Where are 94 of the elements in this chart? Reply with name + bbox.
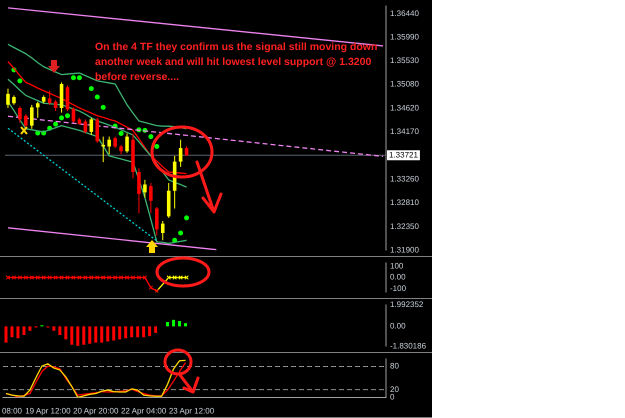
bar [124, 326, 128, 338]
point [100, 275, 106, 280]
point [30, 275, 34, 280]
bar [154, 326, 158, 333]
point [172, 275, 177, 280]
point [166, 275, 171, 280]
point [70, 75, 76, 80]
y-tick-label: 1.35080 [390, 80, 420, 89]
bar [178, 320, 182, 326]
bar [142, 326, 146, 338]
point [142, 275, 148, 280]
bar [106, 326, 110, 342]
y-tick-label: 20 [390, 384, 400, 394]
point [94, 94, 100, 100]
point [178, 230, 184, 236]
point [59, 275, 64, 280]
point [53, 275, 58, 280]
bar [52, 326, 56, 331]
bar [148, 326, 152, 336]
y-tick-label: 1.35990 [390, 32, 420, 42]
point [124, 275, 130, 280]
y-tick-label: 1.36440 [390, 8, 420, 18]
bar [4, 326, 8, 343]
ref-line-label: 1.33721 [389, 150, 418, 160]
point [65, 113, 70, 118]
point [95, 275, 100, 280]
bar [130, 326, 134, 338]
bar [166, 322, 170, 326]
point [118, 275, 124, 280]
y-tick-label: 1.33260 [390, 174, 420, 184]
point [178, 275, 183, 280]
point [106, 275, 112, 280]
point [89, 275, 94, 280]
bar [118, 326, 122, 340]
y-tick-label: 1.34170 [390, 127, 420, 136]
bar [100, 326, 104, 343]
y-tick-label: -100 [390, 284, 407, 294]
point [148, 285, 154, 290]
point [53, 122, 58, 127]
x-tick-label: 23 Apr 12:00 [168, 406, 215, 416]
bar [64, 326, 68, 340]
y-tick-label: 100 [390, 261, 404, 270]
y-tick-label: 1.992352 [390, 300, 424, 310]
point [148, 134, 154, 140]
point [65, 275, 70, 280]
point [184, 215, 190, 220]
bar [76, 326, 80, 346]
y-tick-label: 1.35530 [390, 56, 420, 66]
point [41, 275, 46, 280]
y-tick-label: 0.00 [390, 272, 406, 282]
y-tick-label: 1.34620 [390, 104, 420, 113]
point [112, 275, 118, 280]
bar [58, 326, 62, 336]
point [35, 275, 40, 280]
x-tick-label: 20 Apr 20:00 [73, 406, 119, 416]
y-tick-label: 80 [390, 362, 400, 371]
y-tick-label: 1.32350 [390, 222, 420, 231]
point [100, 104, 106, 110]
bar [136, 326, 140, 338]
bar [82, 326, 86, 345]
bar [112, 326, 116, 340]
point [24, 275, 28, 280]
point [83, 275, 88, 280]
point [17, 78, 22, 84]
annotation: On the 4 TF they confirm us the signal still moving down another week and will hit lowest level support @ 1.3200 before reverse.... [95, 40, 378, 85]
x-tick-label: 22 Apr 04:00 [120, 406, 167, 416]
point [59, 115, 64, 120]
bar [88, 326, 92, 344]
bar [10, 326, 14, 338]
bar [16, 326, 20, 338]
bar [22, 326, 26, 336]
point [118, 130, 124, 136]
bar [28, 326, 32, 331]
x-tick-label: 19 Apr 12:00 [25, 406, 72, 416]
point [130, 275, 136, 280]
bar [172, 320, 176, 326]
bar [184, 323, 188, 326]
bar [94, 326, 98, 343]
point [88, 86, 94, 92]
point [77, 275, 82, 280]
x-tick-label: 08:00 [2, 406, 23, 416]
y-tick-label: -1.830186 [390, 341, 427, 350]
point [154, 144, 160, 149]
point [76, 75, 82, 80]
y-tick-label: 1.31900 [390, 245, 420, 254]
y-tick-label: 0 [390, 392, 395, 402]
bar [70, 326, 74, 345]
point [18, 275, 22, 280]
point [12, 275, 16, 280]
y-tick-label: 0.00 [390, 322, 406, 331]
point [47, 275, 52, 280]
point [136, 275, 142, 280]
y-tick-label: 1.32810 [390, 198, 420, 207]
point [71, 275, 76, 280]
